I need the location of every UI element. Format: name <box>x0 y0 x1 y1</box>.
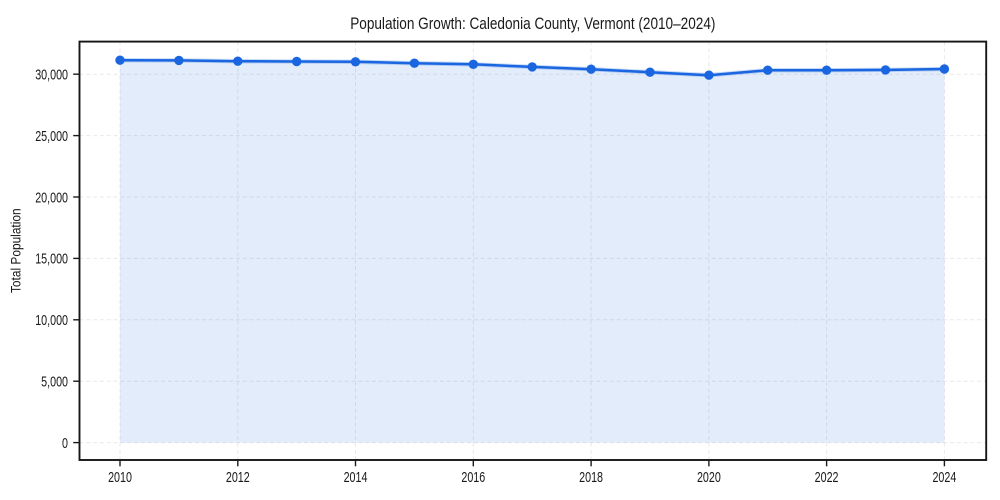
svg-text:25,000: 25,000 <box>35 127 68 144</box>
svg-text:2010: 2010 <box>108 468 132 485</box>
svg-text:2022: 2022 <box>815 468 839 485</box>
svg-text:Total Population: Total Population <box>8 208 24 293</box>
svg-text:2024: 2024 <box>932 468 956 485</box>
svg-text:2018: 2018 <box>579 468 603 485</box>
svg-text:5,000: 5,000 <box>41 373 68 390</box>
svg-text:2014: 2014 <box>344 468 368 485</box>
svg-text:0: 0 <box>62 434 68 451</box>
svg-text:Population Growth: Caledonia C: Population Growth: Caledonia County, Ver… <box>350 15 715 34</box>
svg-text:2020: 2020 <box>697 468 721 485</box>
svg-text:20,000: 20,000 <box>35 189 68 206</box>
svg-text:2016: 2016 <box>461 468 485 485</box>
svg-text:10,000: 10,000 <box>35 311 68 328</box>
svg-text:2012: 2012 <box>226 468 250 485</box>
svg-text:15,000: 15,000 <box>35 250 68 267</box>
svg-text:30,000: 30,000 <box>35 66 68 83</box>
